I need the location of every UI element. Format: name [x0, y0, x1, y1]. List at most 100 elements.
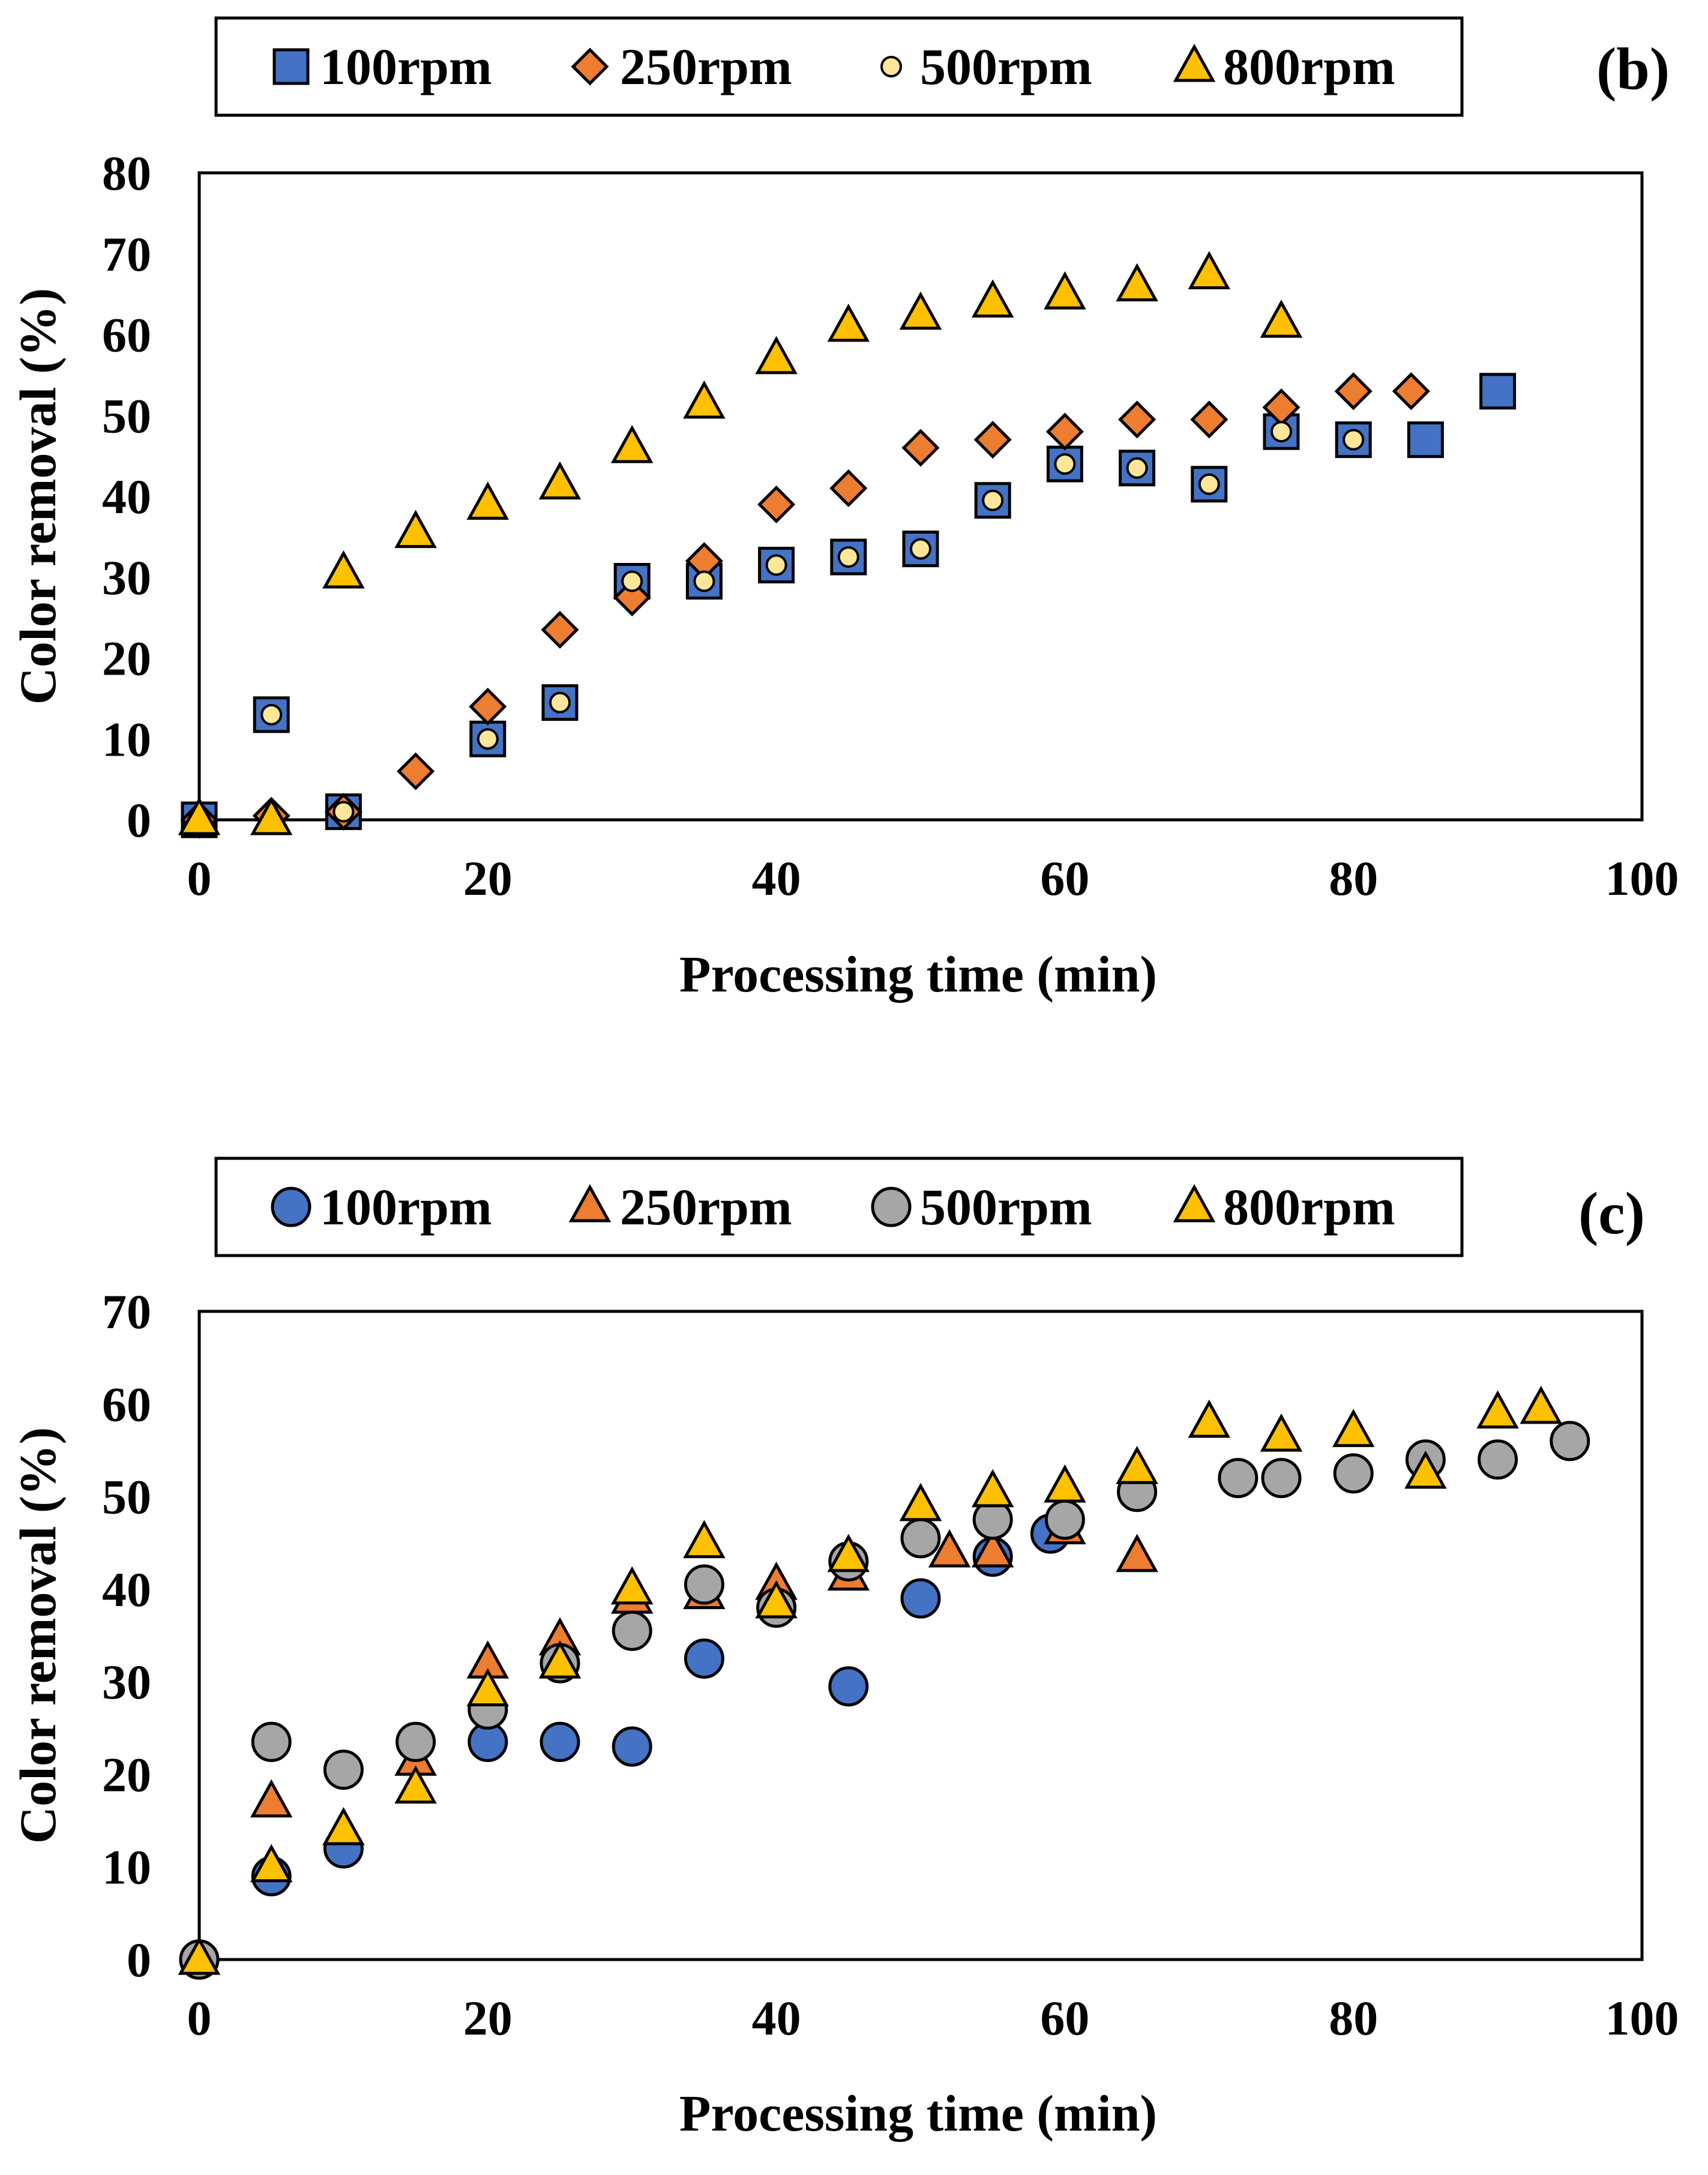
- data-point-800rpm: [1188, 1399, 1231, 1438]
- x-axis-title: Processing time (min): [679, 945, 1157, 1003]
- data-point-250rpm: [613, 578, 651, 616]
- data-point-800rpm: [250, 796, 293, 835]
- chart-panel-c: 100rpm 250rpm 500rpm 800rpm (c) 0 20 40 60 8…: [9, 1157, 1679, 2142]
- y-tick-label: 20: [102, 631, 151, 686]
- legend-marker-500rpm: [871, 1187, 912, 1227]
- legend-item-0: 100rpm: [272, 38, 492, 95]
- data-points: [178, 1385, 1590, 1980]
- data-point-250rpm: [928, 1529, 971, 1568]
- data-point-500rpm: [1126, 457, 1148, 479]
- y-tick-label: 10: [102, 712, 151, 766]
- data-point-250rpm: [1334, 372, 1373, 411]
- data-point-100rpm: [684, 1638, 724, 1679]
- data-point-800rpm: [1116, 263, 1158, 302]
- y-tick-label: 20: [102, 1747, 151, 1802]
- y-tick-label: 0: [127, 793, 151, 847]
- x-tick-label: 60: [1040, 1991, 1089, 2045]
- legend-label-500rpm: 500rpm: [920, 1178, 1092, 1236]
- data-point-800rpm: [1404, 1450, 1447, 1489]
- data-point-800rpm: [394, 510, 437, 549]
- data-point-500rpm: [251, 1721, 292, 1762]
- data-point-500rpm: [900, 1518, 941, 1559]
- x-tick-label: 80: [1329, 1991, 1378, 2045]
- data-point-100rpm: [900, 1578, 941, 1619]
- legend-label-100rpm: 100rpm: [320, 38, 492, 95]
- data-point-800rpm: [827, 1533, 870, 1572]
- legend-box: [214, 1157, 1464, 1257]
- legend-item-1: 250rpm: [571, 38, 792, 95]
- y-tick-label: 30: [102, 550, 151, 605]
- legend-item-2: 500rpm: [880, 38, 1092, 95]
- data-point-250rpm: [829, 469, 868, 508]
- axis-ticks: 0 20 40 60 80 100 0 10 20 30 40 50 60 70 80: [102, 146, 1679, 906]
- data-point-500rpm: [612, 1610, 652, 1651]
- data-point-250rpm: [1045, 412, 1084, 451]
- data-point-500rpm: [684, 1564, 724, 1605]
- data-point-800rpm: [610, 424, 654, 463]
- data-point-800rpm: [827, 303, 870, 342]
- data-point-500rpm: [1198, 473, 1220, 495]
- data-point-250rpm: [757, 485, 796, 524]
- y-tick-label: 70: [102, 1284, 151, 1339]
- legend-symbol-triangle-icon: [1173, 1184, 1216, 1223]
- legend-item-2: 500rpm: [871, 1178, 1092, 1236]
- series-500rpm: [188, 421, 1365, 831]
- data-point-500rpm: [1333, 1453, 1374, 1494]
- data-point-500rpm: [260, 703, 283, 726]
- legend-symbol-triangle-icon: [568, 1184, 612, 1223]
- data-point-250rpm: [1118, 400, 1156, 439]
- panel-label: (c): [1578, 1180, 1645, 1247]
- data-point-800rpm: [1260, 1413, 1303, 1452]
- x-tick-label: 20: [463, 851, 513, 906]
- y-tick-label: 40: [102, 469, 151, 524]
- y-tick-label: 50: [102, 1470, 151, 1524]
- data-point-800rpm: [1116, 1446, 1158, 1484]
- legend-symbol-circle-icon: [871, 1187, 912, 1227]
- series-800rpm: [178, 251, 1303, 835]
- data-point-250rpm: [973, 421, 1012, 459]
- legend-box: [214, 16, 1464, 117]
- legend-item-0: 100rpm: [271, 1178, 492, 1236]
- y-tick-label: 40: [102, 1562, 151, 1617]
- y-tick-label: 0: [127, 1933, 151, 1987]
- legend-symbol-square-icon: [272, 48, 310, 85]
- series-100rpm: [181, 373, 1517, 838]
- x-axis-title: Processing time (min): [679, 2084, 1157, 2142]
- data-point-500rpm: [837, 546, 859, 568]
- data-point-800rpm: [178, 1936, 221, 1975]
- y-axis-title: Color removal (%): [9, 1427, 67, 1844]
- data-point-800rpm: [683, 380, 726, 419]
- data-point-800rpm: [538, 1640, 582, 1679]
- series-800rpm: [178, 1385, 1562, 1975]
- data-point-800rpm: [538, 461, 582, 500]
- data-point-500rpm: [1478, 1439, 1518, 1480]
- y-axis-title: Color removal (%): [9, 288, 67, 705]
- panel-label: (b): [1596, 35, 1670, 102]
- data-point-800rpm: [755, 335, 798, 375]
- legend-item-3: 800rpm: [1173, 1178, 1395, 1236]
- data-point-500rpm: [693, 570, 715, 592]
- data-point-500rpm: [982, 489, 1004, 511]
- x-tick-label: 80: [1329, 851, 1378, 906]
- legend-item-3: 800rpm: [1173, 38, 1395, 95]
- data-point-250rpm: [250, 1779, 293, 1818]
- data-point-800rpm: [1044, 271, 1086, 310]
- plot-area: [197, 171, 1644, 822]
- axis-ticks: 0 20 40 60 80 100 0 10 20 30 40 50 60 70: [102, 1284, 1679, 2045]
- data-point-800rpm: [1476, 1390, 1519, 1429]
- y-tick-label: 50: [102, 388, 151, 443]
- data-point-500rpm: [477, 728, 499, 750]
- data-point-800rpm: [466, 481, 510, 520]
- legend-label-500rpm: 500rpm: [920, 38, 1092, 95]
- legend-marker-250rpm: [568, 1184, 612, 1223]
- data-point-500rpm: [549, 691, 571, 714]
- data-point-500rpm: [1343, 429, 1365, 451]
- data-point-500rpm: [765, 554, 787, 576]
- x-tick-label: 20: [463, 1991, 513, 2045]
- data-point-500rpm: [323, 1749, 364, 1790]
- legend-symbol-diamond-icon: [571, 47, 609, 86]
- data-point-800rpm: [466, 1668, 510, 1707]
- data-point-250rpm: [901, 429, 940, 467]
- data-point-800rpm: [610, 1566, 654, 1605]
